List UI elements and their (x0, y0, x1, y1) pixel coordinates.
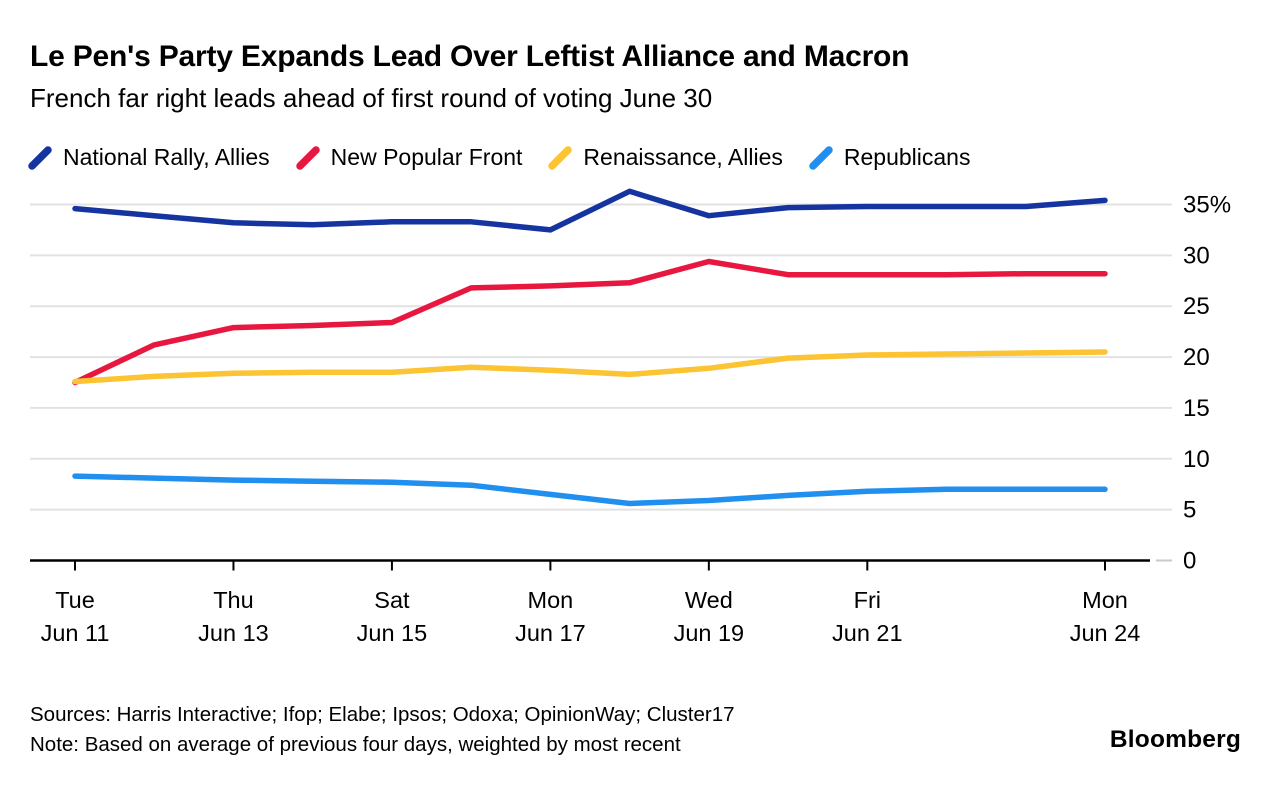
legend-item-renaissance-allies: Renaissance, Allies (548, 144, 783, 171)
series-line-renaissance-allies (72, 349, 1108, 385)
y-axis-label: 35% (1183, 192, 1231, 219)
chart-legend: National Rally, Allies New Popular Front R… (28, 144, 970, 171)
series-line-icon (295, 145, 320, 170)
legend-label: Renaissance, Allies (583, 144, 783, 170)
x-axis-label-date: Jun 13 (198, 620, 269, 646)
bloomberg-logo: Bloomberg (1109, 726, 1241, 753)
x-axis-label-date: Jun 17 (515, 620, 586, 646)
x-axis-label-date: Jun 19 (674, 620, 745, 646)
y-axis-label: 25 (1183, 293, 1210, 320)
x-axis-label-day: Sat (374, 587, 410, 613)
y-axis-label: 20 (1183, 344, 1210, 371)
x-axis-label-date: Jun 15 (357, 620, 428, 646)
series-line-icon (548, 145, 573, 170)
legend-label: National Rally, Allies (63, 144, 270, 170)
y-axis-label: 30 (1183, 242, 1210, 269)
series-line-icon (28, 145, 52, 170)
x-axis-label-date: Jun 21 (832, 620, 903, 646)
y-axis-label: 10 (1183, 446, 1210, 473)
legend-item-national-rally-allies: National Rally, Allies (28, 144, 270, 171)
sources-text: Sources: Harris Interactive; Ifop; Elabe… (30, 703, 735, 726)
legend-label: Republicans (843, 144, 971, 170)
y-axis-label: 15 (1183, 395, 1210, 422)
x-axis-label-day: Tue (55, 587, 95, 613)
x-axis-label-day: Fri (854, 587, 881, 613)
series-line-icon (809, 145, 833, 170)
page-title: Le Pen's Party Expands Lead Over Leftist… (30, 40, 910, 73)
x-axis-label-date: Jun 24 (1070, 620, 1141, 646)
x-axis-label-day: Wed (685, 587, 733, 613)
x-axis-label-day: Thu (213, 587, 254, 613)
x-axis-label-date: Jun 11 (41, 620, 110, 646)
note-text: Note: Based on average of previous four … (30, 733, 681, 756)
x-axis-label-day: Mon (528, 587, 574, 613)
page-subtitle: French far right leads ahead of first ro… (30, 83, 713, 113)
line-chart: 0 5 10 15 20 25 30 35% Tue Jun 11 Thu Jun 13 Sat Jun … (30, 188, 1231, 646)
y-axis-label: 5 (1183, 497, 1196, 524)
legend-label: New Popular Front (330, 144, 523, 170)
y-axis-label: 0 (1183, 548, 1196, 575)
legend-item-new-popular-front: New Popular Front (295, 144, 523, 171)
legend-item-republicans: Republicans (809, 144, 971, 171)
series-line-new-popular-front (72, 258, 1108, 386)
series-line-national-rally-allies (72, 188, 1108, 233)
x-axis-label-day: Mon (1082, 587, 1128, 613)
series-line-republicans (72, 473, 1108, 507)
